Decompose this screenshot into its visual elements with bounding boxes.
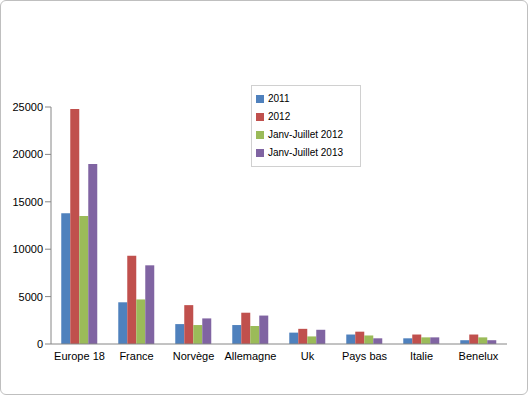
html-text:Janv-Juillet 2012: Janv-Juillet 2012 (268, 129, 343, 140)
svg-text:0: 0 (37, 338, 43, 350)
html-text:2011: 2011 (268, 93, 290, 104)
svg-text:France: France (119, 350, 153, 362)
svg-text:20000: 20000 (12, 148, 43, 160)
svg-text:Pays bas: Pays bas (342, 350, 388, 362)
svg-text:Benelux: Benelux (459, 350, 499, 362)
svg-text:Europe 18: Europe 18 (54, 350, 105, 362)
html-text:2012: 2012 (268, 111, 291, 122)
html-text:Janv-Juillet 2013: Janv-Juillet 2013 (268, 147, 343, 158)
svg-text:Uk: Uk (301, 350, 315, 362)
svg-text:5000: 5000 (19, 291, 43, 303)
svg-text:Italie: Italie (410, 350, 433, 362)
svg-text:Norvège: Norvège (173, 350, 215, 362)
svg-text:15000: 15000 (12, 196, 43, 208)
svg-text:25000: 25000 (12, 101, 43, 113)
svg-text:Allemagne: Allemagne (225, 350, 277, 362)
svg-text:10000: 10000 (12, 243, 43, 255)
